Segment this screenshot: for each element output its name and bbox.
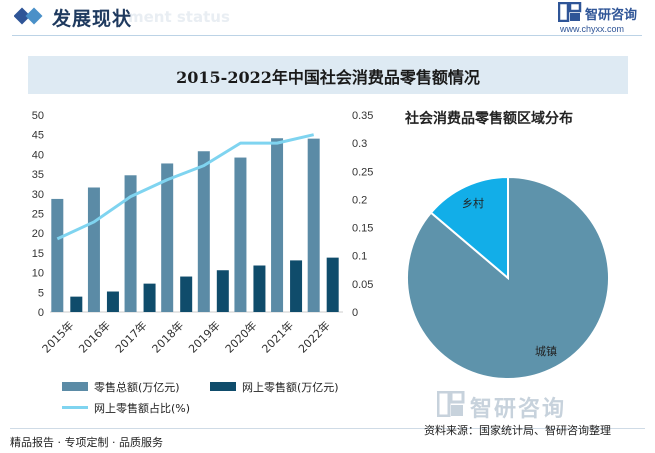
y-tick-label: 30 [32,189,44,201]
footer-divider [10,428,645,429]
brand-url: www.chyxx.com [560,24,625,34]
bar-total [307,138,320,312]
section-title: 发展现状 [52,8,133,30]
bar-total [271,138,284,312]
header-divider [12,35,642,36]
y-tick-label: 5 [38,287,44,299]
y2-tick-label: 0.15 [352,223,373,235]
chart-title: 2015-2022年中国社会消费品零售额情况 [176,68,480,87]
x-tick-label: 2021年 [259,318,296,355]
bar-online [253,265,266,312]
y2-tick-label: 0.1 [352,251,367,263]
header-watermark: ment status [128,8,230,26]
bar-online [106,291,119,312]
x-tick-label: 2020年 [222,318,259,355]
y-tick-label: 0 [38,307,44,319]
legend-share-swatch [62,406,88,409]
brand-logo-icon [558,2,582,22]
x-tick-label: 2019年 [185,318,222,355]
y-tick-label: 15 [32,248,44,260]
legend-online-label: 网上零售额(万亿元) [242,381,339,394]
bar-total [161,163,174,312]
pie-label-city: 城镇 [535,344,557,358]
page-header: ment status 发展现状 智研咨询 www.chyxx.com [0,0,655,36]
diamond-icon [14,7,43,25]
y-tick-label: 20 [32,228,44,240]
watermark-logo-icon [437,391,465,417]
x-tick-label: 2016年 [76,318,113,355]
line-share [56,133,315,241]
y-tick-label: 40 [32,149,44,161]
bar-online [70,296,83,312]
bar-online [326,257,339,312]
footer-watermark: 智研咨询 [470,397,567,422]
brand-name: 智研咨询 [585,8,638,23]
legend-share-label: 网上零售额占比(%) [94,402,191,415]
pie-slice-rural [429,175,509,281]
y2-tick-label: 0.05 [352,279,373,291]
y2-tick-label: 0.35 [352,110,373,122]
x-tick-label: 2015年 [39,318,76,355]
legend-total-swatch [62,382,88,391]
data-source: 资料来源：国家统计局、智研咨询整理 [424,424,611,437]
footer-slogan: 精品报告 · 专项定制 · 品质服务 [10,436,163,449]
pie-title: 社会消费品零售额区域分布 [405,111,573,127]
x-tick-label: 2022年 [295,318,332,355]
y-tick-label: 50 [32,110,44,122]
legend-online-swatch [210,382,236,391]
chart-title-band: 2015-2022年中国社会消费品零售额情况 [28,56,628,94]
y2-tick-label: 0.3 [352,138,367,150]
legend-online: 网上零售额(万亿元) [210,379,410,394]
legend-total-label: 零售总额(万亿元) [94,381,180,394]
y2-tick-label: 0 [352,307,358,319]
y-tick-label: 45 [32,130,44,142]
y2-tick-label: 0.2 [352,194,367,206]
x-tick-label: 2018年 [149,318,186,355]
bar-total [87,187,100,312]
bar-online [143,283,156,312]
x-tick-label: 2017年 [112,318,149,355]
bar-online [180,276,193,312]
bar-chart: 0 5 10 15 20 25 30 35 40 45 50 0 0.05 0.1 0.15 0.2 0.25 0… [32,110,374,356]
y-tick-label: 35 [32,169,44,181]
bar-online [290,260,303,312]
legend-total: 零售总额(万亿元) [62,379,262,394]
pie-chart: 城镇 乡村 [406,175,610,380]
y-tick-label: 10 [32,268,44,280]
bar-total [51,198,64,312]
bar-total [234,157,247,312]
y-tick-label: 25 [32,209,44,221]
pie-label-rural: 乡村 [462,196,484,210]
bar-total [124,175,137,312]
bar-total [197,151,210,312]
legend-share: 网上零售额占比(%) [62,400,262,415]
y2-tick-label: 0.25 [352,166,373,178]
bar-online [216,270,229,312]
